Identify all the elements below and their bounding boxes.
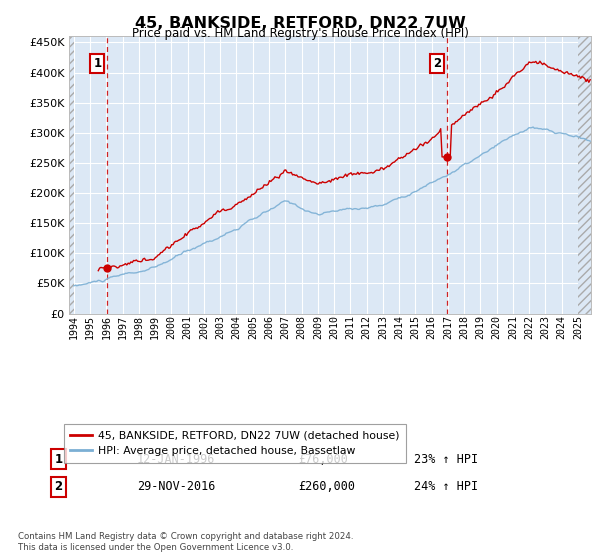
Text: 1: 1 [93,57,101,70]
Text: £260,000: £260,000 [299,480,356,493]
Text: 29-NOV-2016: 29-NOV-2016 [137,480,215,493]
Text: 1: 1 [55,452,62,465]
Polygon shape [69,36,74,314]
Text: 12-JAN-1996: 12-JAN-1996 [137,452,215,465]
Text: 2: 2 [55,480,62,493]
Text: 45, BANKSIDE, RETFORD, DN22 7UW: 45, BANKSIDE, RETFORD, DN22 7UW [134,16,466,31]
Legend: 45, BANKSIDE, RETFORD, DN22 7UW (detached house), HPI: Average price, detached h: 45, BANKSIDE, RETFORD, DN22 7UW (detache… [64,424,406,463]
Polygon shape [578,36,591,314]
Text: £76,000: £76,000 [299,452,349,465]
Text: 24% ↑ HPI: 24% ↑ HPI [413,480,478,493]
Text: Price paid vs. HM Land Registry's House Price Index (HPI): Price paid vs. HM Land Registry's House … [131,27,469,40]
Text: 23% ↑ HPI: 23% ↑ HPI [413,452,478,465]
Text: 2: 2 [433,57,441,70]
Text: Contains HM Land Registry data © Crown copyright and database right 2024.
This d: Contains HM Land Registry data © Crown c… [18,532,353,552]
